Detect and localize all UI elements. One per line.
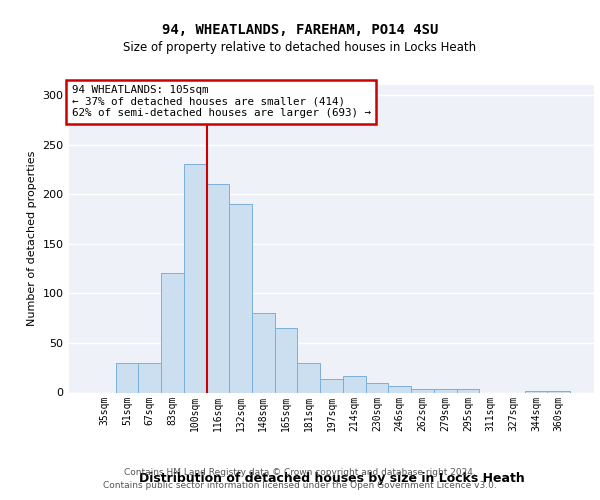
Bar	[116, 362, 139, 392]
Bar	[206, 184, 229, 392]
Y-axis label: Number of detached properties: Number of detached properties	[27, 151, 37, 326]
Text: Contains public sector information licensed under the Open Government Licence v3: Contains public sector information licen…	[103, 480, 497, 490]
X-axis label: Distribution of detached houses by size in Locks Heath: Distribution of detached houses by size …	[139, 472, 524, 485]
Text: 94, WHEATLANDS, FAREHAM, PO14 4SU: 94, WHEATLANDS, FAREHAM, PO14 4SU	[162, 22, 438, 36]
Bar	[547, 390, 570, 392]
Bar	[252, 313, 275, 392]
Bar	[161, 274, 184, 392]
Bar	[184, 164, 206, 392]
Bar	[411, 388, 434, 392]
Bar	[365, 382, 388, 392]
Bar	[275, 328, 298, 392]
Text: Contains HM Land Registry data © Crown copyright and database right 2024.: Contains HM Land Registry data © Crown c…	[124, 468, 476, 477]
Text: Size of property relative to detached houses in Locks Heath: Size of property relative to detached ho…	[124, 41, 476, 54]
Bar	[524, 390, 547, 392]
Bar	[229, 204, 252, 392]
Text: 94 WHEATLANDS: 105sqm
← 37% of detached houses are smaller (414)
62% of semi-det: 94 WHEATLANDS: 105sqm ← 37% of detached …	[71, 85, 371, 118]
Bar	[388, 386, 411, 392]
Bar	[457, 388, 479, 392]
Bar	[298, 362, 320, 392]
Bar	[343, 376, 365, 392]
Bar	[139, 362, 161, 392]
Bar	[320, 378, 343, 392]
Bar	[434, 388, 457, 392]
